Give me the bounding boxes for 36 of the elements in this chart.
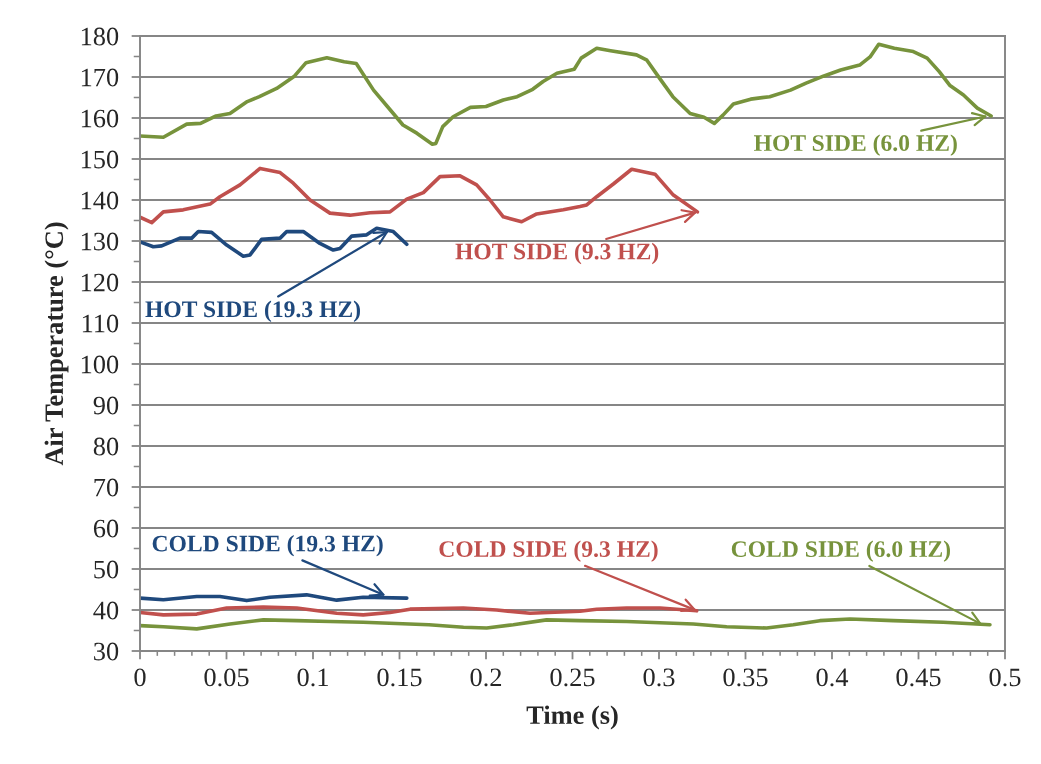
y-tick-label: 150 xyxy=(81,150,119,169)
annotation: COLD SIDE (9.3 HZ) xyxy=(439,540,658,562)
y-tick-label: 80 xyxy=(93,437,119,456)
x-tick-label: 0 xyxy=(134,668,146,687)
y-tick-label: 180 xyxy=(81,27,119,46)
line-series xyxy=(140,226,409,258)
x-tick-label: 0.45 xyxy=(896,668,941,687)
y-tick-label: 130 xyxy=(81,232,119,251)
y-tick-label: 40 xyxy=(93,601,119,620)
y-tick-label: 100 xyxy=(81,355,119,374)
y-tick-label: 170 xyxy=(81,68,119,87)
x-tick-label: 0.3 xyxy=(643,668,675,687)
annotation: COLD SIDE (6.0 HZ) xyxy=(731,540,950,562)
y-tick-label: 60 xyxy=(93,519,119,538)
x-tick-label: 0.5 xyxy=(989,668,1021,687)
x-tick-label: 0.2 xyxy=(470,668,502,687)
annotation: HOT SIDE (6.0 HZ) xyxy=(754,134,957,156)
y-tick-label: 140 xyxy=(81,191,119,210)
x-axis-title: Time (s) xyxy=(526,705,618,730)
y-tick-label: 70 xyxy=(94,478,119,497)
x-tick-label: 0.15 xyxy=(377,668,422,687)
y-axis-title: Air Temperature (°C) xyxy=(44,222,69,466)
y-tick-label: 90 xyxy=(93,396,119,415)
annotation: HOT SIDE (19.3 HZ) xyxy=(145,300,360,323)
annotation: COLD SIDE (19.3 HZ) xyxy=(152,534,383,557)
y-tick-label: 50 xyxy=(94,560,119,579)
x-tick-label: 0.05 xyxy=(204,668,249,687)
x-tick-label: 0.35 xyxy=(723,668,768,687)
y-tick-label: 110 xyxy=(82,314,119,333)
y-tick-label: 120 xyxy=(81,273,119,292)
x-tick-label: 0.1 xyxy=(297,668,328,687)
y-tick-label: 30 xyxy=(94,642,119,661)
y-tick-label: 160 xyxy=(81,109,119,128)
x-tick-label: 0.4 xyxy=(816,668,849,687)
x-tick-label: 0.25 xyxy=(550,668,595,687)
annotation: HOT SIDE (9.3 HZ) xyxy=(455,242,659,265)
